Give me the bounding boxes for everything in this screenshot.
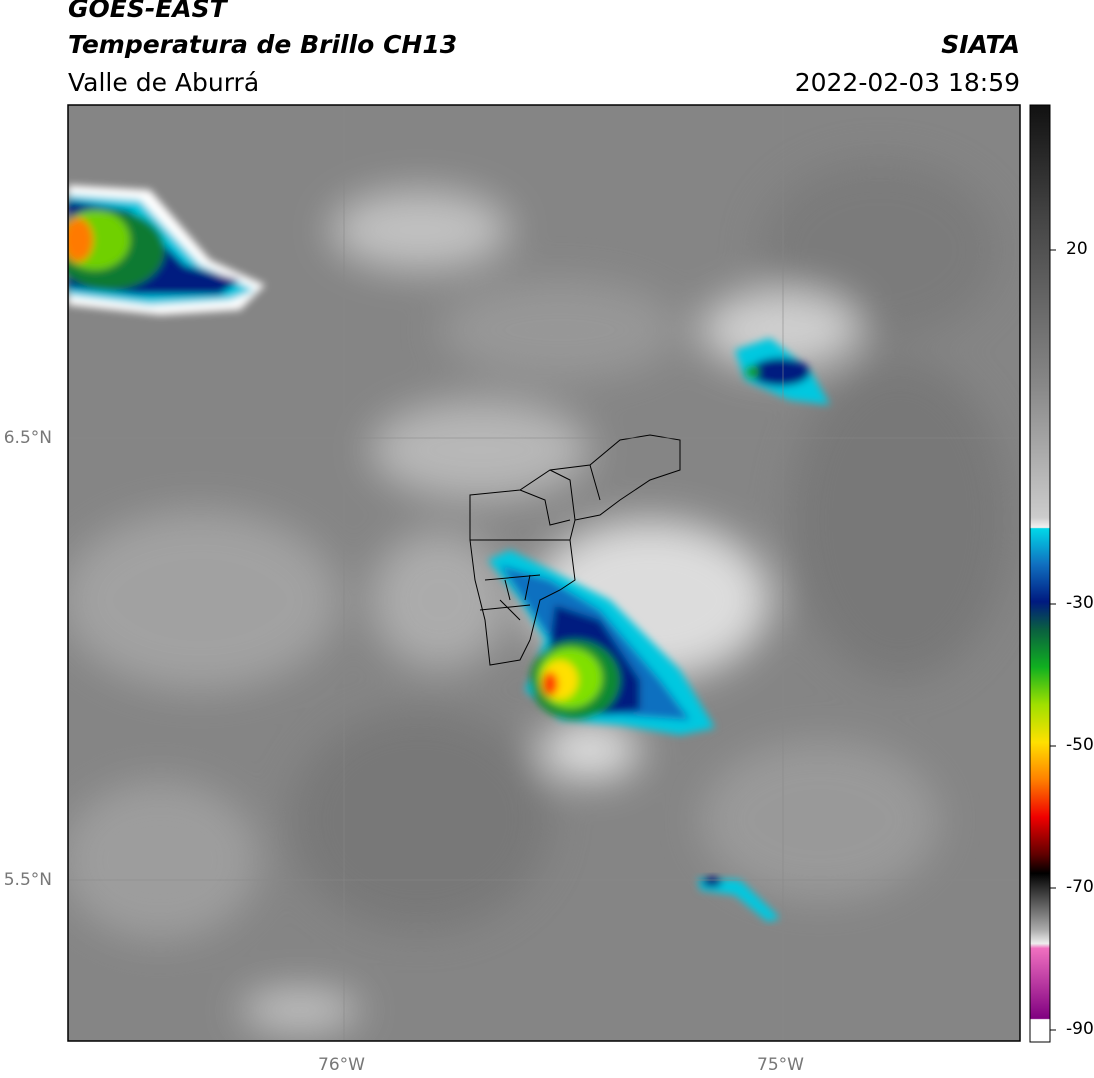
colorbar-tick-label: -50 (1066, 735, 1094, 755)
lat-tick-label: 6.5°N (3, 428, 52, 448)
lon-tick-label: 76°W (318, 1055, 365, 1075)
source: SIATA (941, 30, 1020, 59)
lat-tick-label: 5.5°N (3, 870, 52, 890)
title: GOES-EAST (68, 0, 227, 23)
colorbar-ticks (1050, 249, 1056, 1031)
colorbar (1029, 104, 1051, 1043)
region: Valle de Aburrá (68, 68, 260, 97)
map-frame (67, 104, 1021, 1042)
datetime: 2022-02-03 18:59 (794, 68, 1020, 97)
satellite-image (68, 105, 1020, 1041)
colorbar-tick-label: 20 (1066, 239, 1088, 259)
graticule (68, 105, 1020, 1041)
colorbar-tick-label: -70 (1066, 877, 1094, 897)
colorbar-tick-label: -90 (1066, 1019, 1094, 1039)
colorbar-tick-label: -30 (1066, 593, 1094, 613)
boundaries (469, 434, 681, 666)
subtitle: Temperatura de Brillo CH13 (68, 30, 458, 59)
lon-tick-label: 75°W (757, 1055, 804, 1075)
